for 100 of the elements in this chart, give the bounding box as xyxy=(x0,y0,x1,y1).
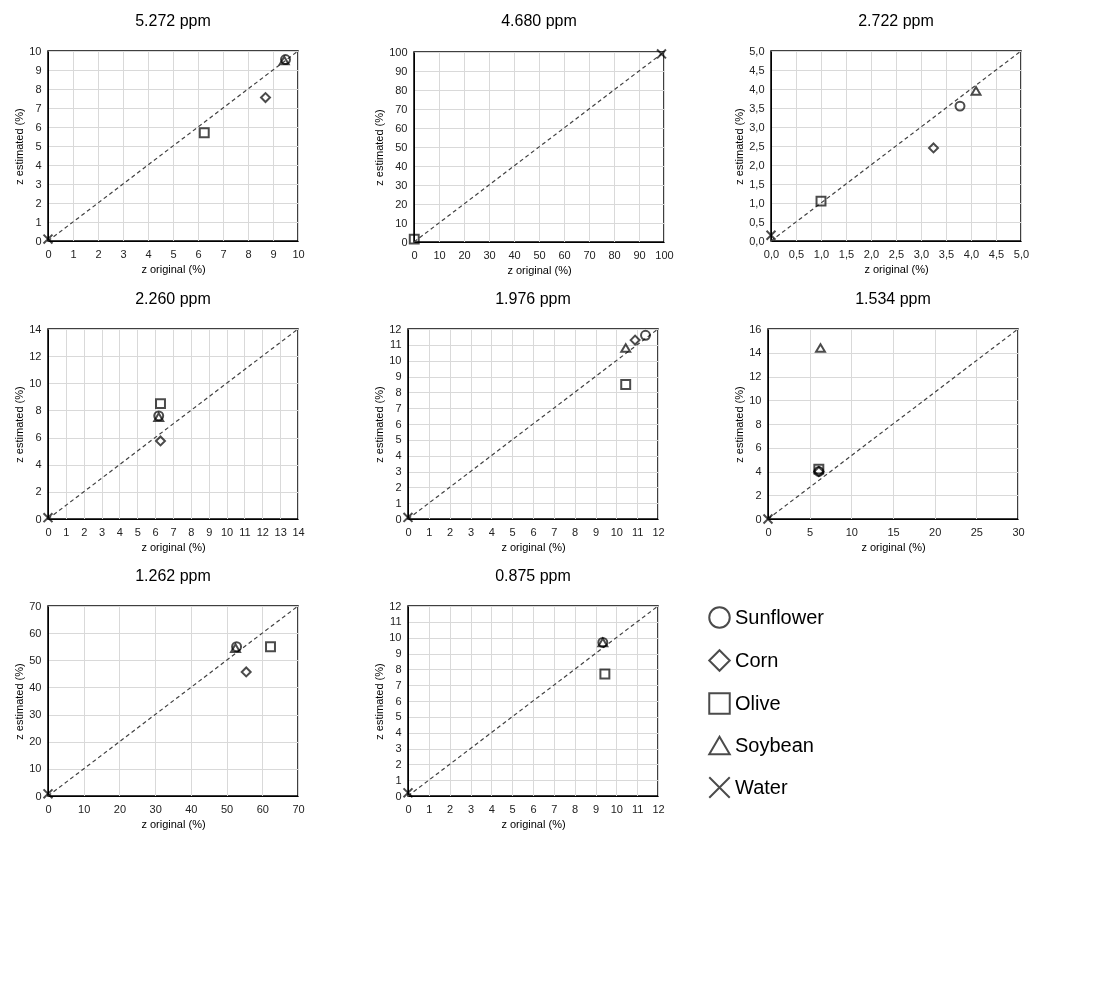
x-tick-label: 1,0 xyxy=(813,247,830,260)
x-tick-label: 5 xyxy=(509,802,516,815)
y-tick-label: 4 xyxy=(35,458,42,471)
y-tick-label: 7 xyxy=(35,101,42,114)
y-tick-label: 9 xyxy=(35,63,42,76)
y-tick-label: 10 xyxy=(749,393,762,406)
y-tick-label: 0 xyxy=(35,234,42,247)
y-tick-label: 2 xyxy=(755,488,762,501)
x-tick-label: 9 xyxy=(592,525,600,538)
x-axis-title: z original (%) xyxy=(507,263,572,276)
x-tick-label: 4,5 xyxy=(988,247,1005,260)
x-axis-title: z original (%) xyxy=(141,262,206,275)
x-tick-label: 8 xyxy=(572,525,579,538)
y-tick-label: 6 xyxy=(395,694,402,707)
x-axis-title: z original (%) xyxy=(141,540,206,553)
y-tick-label: 14 xyxy=(749,346,762,359)
chart-title: 1.534 ppm xyxy=(855,290,931,307)
y-tick-label: 4 xyxy=(755,465,762,477)
x-tick-label: 2,5 xyxy=(888,247,905,260)
y-tick-label: 9 xyxy=(395,647,402,659)
y-tick-label: 50 xyxy=(395,140,408,153)
point xyxy=(198,127,210,139)
y-tick-label: 11 xyxy=(390,615,402,628)
chart-title: 0.875 ppm xyxy=(495,567,571,584)
y-tick-label: 3 xyxy=(395,742,402,754)
y-tick-label: 0 xyxy=(755,512,762,525)
x-tick-label: 60 xyxy=(558,248,571,261)
x-tick-label: 0 xyxy=(45,247,52,260)
y-tick-label: 10 xyxy=(29,762,42,775)
y-tick-label: 0 xyxy=(35,789,42,802)
y-tick-label: 6 xyxy=(755,441,762,454)
y-axis-title: z estimated (%) xyxy=(373,109,386,186)
point xyxy=(815,343,826,353)
y-tick-label: 100 xyxy=(389,45,408,58)
x-tick-label: 0,5 xyxy=(788,247,805,260)
y-tick-label: 0 xyxy=(395,789,402,802)
point xyxy=(265,641,276,653)
chart-title: 2.722 ppm xyxy=(858,12,934,29)
legend-label: Soybean xyxy=(735,733,814,756)
x-tick-label: 0 xyxy=(45,525,52,538)
y-tick-label: 80 xyxy=(395,83,408,96)
y-tick-label: 3 xyxy=(395,465,402,477)
point xyxy=(42,233,54,245)
point xyxy=(629,334,641,346)
y-tick-label: 70 xyxy=(29,599,42,612)
x-tick-label: 10 xyxy=(78,802,91,815)
y-tick-label: 5 xyxy=(395,433,402,446)
x-tick-label: 20 xyxy=(929,525,942,538)
y-tick-label: 4 xyxy=(35,158,42,171)
y-tick-label: 8 xyxy=(395,385,402,398)
x-tick-label: 6 xyxy=(152,525,159,538)
y-tick-label: 1 xyxy=(395,773,402,786)
legend-label: Sunflower xyxy=(735,605,825,628)
x-tick-label: 0 xyxy=(45,802,52,815)
x-tick-label: 5 xyxy=(170,247,177,260)
y-tick-label: 10 xyxy=(29,376,42,389)
y-tick-label: 8 xyxy=(35,82,42,95)
x-tick-label: 20 xyxy=(458,248,471,261)
y-tick-label: 2,5 xyxy=(749,139,765,152)
point xyxy=(970,86,982,96)
x-tick-label: 5 xyxy=(134,525,141,538)
legend-label: Corn xyxy=(735,648,779,671)
y-tick-label: 14 xyxy=(29,322,42,335)
x-tick-label: 1 xyxy=(426,525,433,538)
x-tick-label: 8 xyxy=(572,802,579,815)
y-tick-label: 3,5 xyxy=(749,101,765,114)
x-tick-label: 10 xyxy=(845,525,858,538)
y-tick-label: 0 xyxy=(395,512,402,525)
x-tick-label: 12 xyxy=(652,802,665,815)
chart-title: 4.680 ppm xyxy=(501,12,577,30)
y-tick-label: 20 xyxy=(395,197,408,210)
y-axis-title: z estimated (%) xyxy=(373,386,386,463)
y-tick-label: 11 xyxy=(390,338,402,351)
x-tick-label: 80 xyxy=(608,248,621,261)
x-tick-label: 11 xyxy=(631,802,644,815)
x-tick-label: 3 xyxy=(120,247,127,260)
x-tick-label: 0 xyxy=(411,248,418,261)
x-tick-label: 4 xyxy=(116,525,123,538)
x-tick-label: 30 xyxy=(149,802,162,815)
x-tick-label: 2,0 xyxy=(863,247,880,260)
x-tick-label: 6 xyxy=(195,247,202,260)
x-tick-label: 7 xyxy=(170,525,177,538)
x-axis-title: z original (%) xyxy=(501,817,566,830)
x-tick-label: 1 xyxy=(63,525,70,538)
y-tick-label: 0 xyxy=(35,512,42,525)
x-tick-label: 90 xyxy=(633,248,646,261)
chart-title: 1.262 ppm xyxy=(135,567,211,584)
x-tick-label: 20 xyxy=(113,802,127,815)
x-tick-label: 7 xyxy=(551,525,558,538)
x-tick-label: 30 xyxy=(483,248,496,261)
x-tick-label: 14 xyxy=(292,525,305,538)
y-tick-label: 60 xyxy=(29,626,42,639)
y-tick-label: 70 xyxy=(395,102,408,115)
x-tick-label: 40 xyxy=(185,802,198,815)
x-tick-label: 3 xyxy=(467,525,475,538)
point xyxy=(620,378,632,390)
y-axis-title: z estimated (%) xyxy=(733,386,746,463)
y-tick-label: 90 xyxy=(395,64,408,77)
y-tick-label: 6 xyxy=(35,120,42,133)
x-tick-label: 10 xyxy=(610,802,623,815)
